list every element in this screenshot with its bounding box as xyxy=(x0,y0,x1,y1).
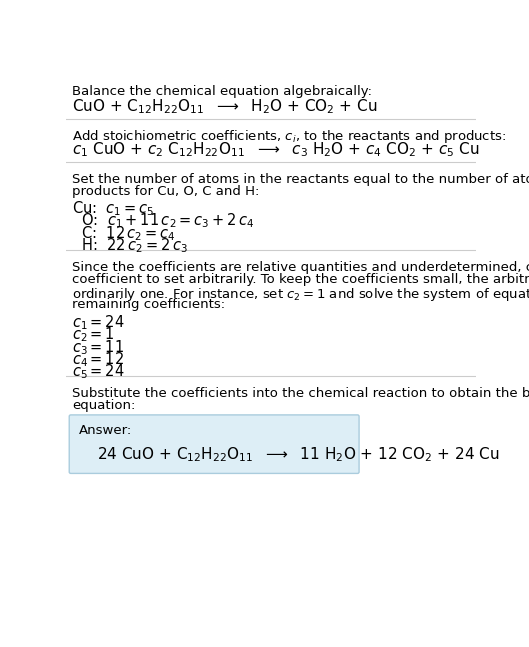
Text: equation:: equation: xyxy=(72,399,136,413)
Text: $c_1$ CuO + $c_2$ C$_{12}$H$_{22}$O$_{11}$  $\longrightarrow$  $c_3$ H$_2$O + $c: $c_1$ CuO + $c_2$ C$_{12}$H$_{22}$O$_{11… xyxy=(72,141,480,159)
Text: ordinarily one. For instance, set $c_2 = 1$ and solve the system of equations fo: ordinarily one. For instance, set $c_2 =… xyxy=(72,285,529,303)
Text: Answer:: Answer: xyxy=(78,424,132,437)
Text: Add stoichiometric coefficients, $c_i$, to the reactants and products:: Add stoichiometric coefficients, $c_i$, … xyxy=(72,129,507,146)
Text: remaining coefficients:: remaining coefficients: xyxy=(72,298,225,311)
Text: coefficient to set arbitrarily. To keep the coefficients small, the arbitrary va: coefficient to set arbitrarily. To keep … xyxy=(72,273,529,286)
Text: Substitute the coefficients into the chemical reaction to obtain the balanced: Substitute the coefficients into the che… xyxy=(72,387,529,400)
Text: products for Cu, O, C and H:: products for Cu, O, C and H: xyxy=(72,186,260,199)
Text: C:  $12\,c_2 = c_4$: C: $12\,c_2 = c_4$ xyxy=(72,224,176,243)
Text: O:  $c_1 + 11\,c_2 = c_3 + 2\,c_4$: O: $c_1 + 11\,c_2 = c_3 + 2\,c_4$ xyxy=(72,212,255,230)
FancyBboxPatch shape xyxy=(69,415,359,474)
Text: CuO + C$_{12}$H$_{22}$O$_{11}$  $\longrightarrow$  H$_2$O + CO$_2$ + Cu: CuO + C$_{12}$H$_{22}$O$_{11}$ $\longrig… xyxy=(72,98,378,116)
Text: H:  $22\,c_2 = 2\,c_3$: H: $22\,c_2 = 2\,c_3$ xyxy=(72,236,188,255)
Text: $c_3 = 11$: $c_3 = 11$ xyxy=(72,338,124,356)
Text: $c_4 = 12$: $c_4 = 12$ xyxy=(72,350,124,369)
Text: Balance the chemical equation algebraically:: Balance the chemical equation algebraica… xyxy=(72,85,372,98)
Text: $c_5 = 24$: $c_5 = 24$ xyxy=(72,362,125,381)
Text: Cu:  $c_1 = c_5$: Cu: $c_1 = c_5$ xyxy=(72,199,154,218)
Text: Set the number of atoms in the reactants equal to the number of atoms in the: Set the number of atoms in the reactants… xyxy=(72,173,529,186)
Text: $c_1 = 24$: $c_1 = 24$ xyxy=(72,313,125,332)
Text: Since the coefficients are relative quantities and underdetermined, choose a: Since the coefficients are relative quan… xyxy=(72,261,529,274)
Text: 24 CuO + C$_{12}$H$_{22}$O$_{11}$  $\longrightarrow$  11 H$_2$O + 12 CO$_2$ + 24: 24 CuO + C$_{12}$H$_{22}$O$_{11}$ $\long… xyxy=(97,446,499,465)
Text: $c_2 = 1$: $c_2 = 1$ xyxy=(72,325,115,344)
